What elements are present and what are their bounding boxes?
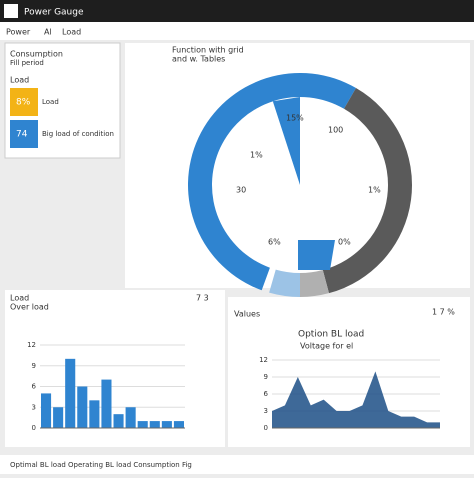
summary-subtitle: Fill period — [10, 59, 44, 67]
bar — [113, 414, 124, 428]
bar — [77, 386, 88, 428]
gauge-label: 1% — [250, 151, 263, 160]
gauge-segment — [187, 72, 356, 291]
legend-value: 74 — [16, 130, 28, 140]
y-tick-label: 6 — [264, 390, 269, 398]
gauge-segment — [300, 270, 329, 297]
gauge-label: 6% — [268, 238, 281, 247]
area-label: Values — [234, 310, 260, 319]
bar — [125, 407, 136, 428]
y-tick-label: 12 — [259, 356, 268, 364]
footer-text: Optimal BL load Operating BL load Consum… — [10, 461, 192, 469]
gauge-label: 15% — [286, 114, 304, 123]
gauge-label: 100 — [328, 126, 343, 135]
legend-label: Load — [42, 98, 59, 106]
area-title: Option BL load — [298, 330, 364, 340]
menu-item[interactable]: Power — [6, 28, 31, 37]
gauge-needle — [272, 97, 300, 185]
gauge-title: Function with grid — [172, 46, 244, 55]
legend-title: Load — [10, 76, 29, 85]
gauge-lower-block — [298, 240, 335, 270]
bar-title: Load — [10, 294, 29, 303]
area-subtitle: Voltage for el — [300, 342, 353, 351]
bar — [173, 421, 184, 428]
gauge-segment — [269, 269, 300, 297]
area-badge: 1 7 % — [432, 308, 455, 317]
y-tick-label: 3 — [32, 403, 36, 411]
bar — [53, 407, 64, 428]
y-tick-label: 0 — [264, 424, 268, 432]
summary-title: Consumption — [10, 50, 63, 59]
y-tick-label: 3 — [264, 407, 268, 415]
area — [272, 371, 440, 428]
y-tick-label: 9 — [264, 373, 268, 381]
title-bar — [0, 0, 474, 22]
legend-label: Big load of condition — [42, 130, 114, 138]
bar — [65, 358, 76, 428]
legend-swatch — [10, 88, 38, 116]
bar-subtitle: Over load — [10, 303, 49, 312]
gauge-label: 1% — [368, 186, 381, 195]
gauge-subtitle: and w. Tables — [172, 55, 225, 64]
y-tick-label: 12 — [27, 341, 36, 349]
y-tick-label: 6 — [32, 383, 37, 391]
app-icon — [4, 4, 18, 18]
status-bar — [0, 455, 474, 474]
bar — [137, 421, 148, 428]
gauge-label: 0% — [338, 238, 351, 247]
legend-swatch — [10, 120, 38, 148]
bar — [41, 393, 52, 428]
gauge-label: 30 — [236, 186, 246, 195]
y-tick-label: 0 — [32, 424, 36, 432]
bar — [149, 421, 160, 428]
y-tick-label: 9 — [32, 362, 36, 370]
bar-badge: 7 3 — [196, 294, 209, 303]
gauge-segment — [322, 88, 412, 294]
bar — [161, 421, 172, 428]
bar — [89, 400, 100, 428]
bar — [101, 379, 112, 428]
toolbar — [0, 22, 474, 40]
menu-item[interactable]: Load — [62, 28, 81, 37]
legend-value: 8% — [16, 98, 31, 108]
app-title: Power Gauge — [24, 8, 84, 18]
menu-item[interactable]: Al — [44, 28, 52, 37]
